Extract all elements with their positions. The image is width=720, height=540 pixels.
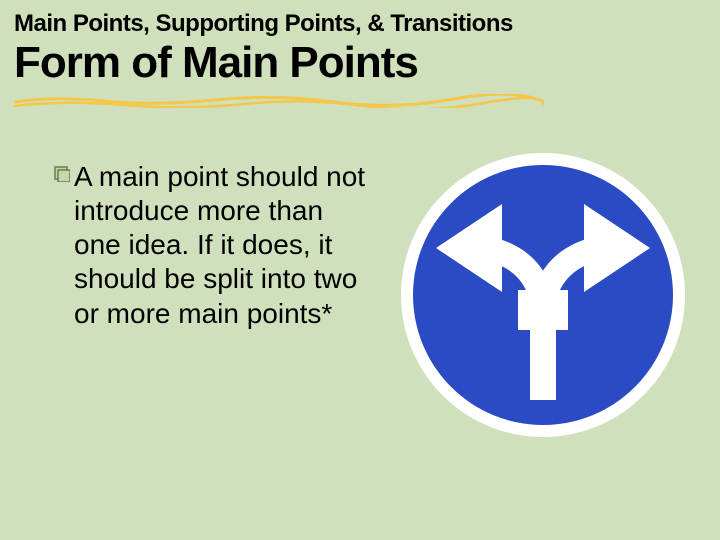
eyebrow-heading: Main Points, Supporting Points, & Transi… [14,10,706,38]
page-title: Form of Main Points [14,40,418,86]
body-content: A main point should not introduce more t… [54,160,374,331]
bullet-item: A main point should not introduce more t… [54,160,374,331]
bullet-text: A main point should not introduce more t… [74,160,374,331]
split-arrows-sign-icon [398,150,688,440]
title-underline [14,94,544,108]
bullet-box-icon [54,166,74,187]
